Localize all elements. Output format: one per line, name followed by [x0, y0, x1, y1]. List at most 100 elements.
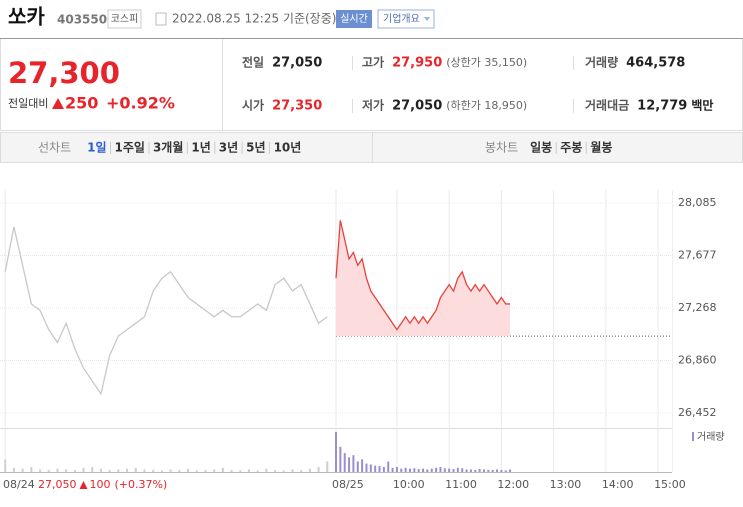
x-tick-label: 10:00 [393, 478, 425, 491]
volume-bar [339, 446, 342, 472]
period-tab[interactable]: 3개월 [153, 140, 183, 155]
stat-label: 거래량 [585, 55, 618, 70]
market: 코스피 [111, 13, 139, 25]
volume-bar [265, 468, 268, 472]
volume-bar [169, 469, 172, 472]
volume-bar [469, 469, 472, 472]
y-tick-label: 27,677 [678, 248, 717, 261]
volume-bar [187, 468, 190, 472]
volume-bar [274, 469, 277, 472]
x-tick-label: 08/24 [3, 478, 35, 491]
volume-bar [443, 468, 446, 472]
up-arrow [79, 481, 88, 489]
candle-tab[interactable]: 월봉 [590, 140, 612, 155]
volume-bar [413, 468, 416, 472]
candle-tab[interactable]: 일봉 [530, 141, 552, 155]
price: 27,300 [8, 56, 120, 90]
stat-label: 전일 [242, 55, 264, 70]
volume-bar [65, 469, 68, 472]
volume-bar [504, 470, 507, 472]
volume-bar [378, 466, 381, 472]
volume-bar [221, 467, 224, 472]
volume-bar [482, 469, 485, 472]
volume-bar [496, 469, 499, 472]
x-tick-label: 14:00 [602, 478, 634, 491]
volume-bar [422, 468, 425, 472]
volume-bar [465, 469, 468, 472]
volume-bar [247, 469, 250, 472]
volume-bar [395, 466, 398, 472]
volume-bar [430, 468, 433, 472]
volume-bar [21, 468, 24, 472]
volume-bar [230, 469, 233, 472]
stat-label: 저가 [362, 98, 384, 113]
legend-label: 거래량 [697, 431, 725, 443]
volume-bar [99, 468, 102, 472]
change-pct: +0.92% [106, 94, 175, 113]
tab-bar [0, 132, 743, 163]
clock-icon [155, 12, 167, 26]
market-badge [107, 9, 142, 29]
volume-bar [417, 469, 420, 472]
prev-pct: (+0.37%) [115, 478, 168, 491]
x-tick-label: 11:00 [445, 478, 477, 491]
volume-bar [435, 467, 438, 472]
volume-bar [204, 469, 207, 472]
volume-bar [300, 469, 303, 472]
realtime-badge[interactable] [336, 10, 372, 28]
period-tab[interactable]: 1일 [87, 141, 106, 155]
period-tab[interactable]: 1주일 [115, 141, 145, 155]
volume-bar [326, 461, 329, 472]
volume-bar [82, 467, 85, 472]
volume-bar [152, 469, 155, 472]
period-tab[interactable]: 10년 [274, 141, 302, 155]
volume-bar [91, 466, 94, 472]
volume-bar [56, 468, 59, 472]
realtime: 실시간 [340, 13, 368, 25]
stock-code: 403550 [57, 13, 107, 27]
volume-bar [361, 459, 364, 472]
stat-value: 27,050 [272, 56, 322, 71]
volume-bar [282, 470, 285, 472]
period-tab[interactable]: 1년 [191, 141, 210, 155]
volume-bar [117, 469, 120, 472]
volume-bar [291, 469, 294, 472]
y-tick-label: 26,860 [678, 353, 717, 366]
company-button[interactable] [377, 9, 435, 29]
volume-bar [448, 468, 451, 472]
volume-bar [387, 461, 390, 472]
x-tick-label: 13:00 [550, 478, 582, 491]
volume-bar [461, 468, 464, 472]
price-line [4, 226, 328, 396]
volume-bar [474, 469, 477, 472]
volume-bar [382, 466, 385, 472]
stat-label: 거래대금 [585, 98, 629, 113]
volume-bar [400, 468, 403, 472]
prev-change: 100 [90, 478, 111, 491]
stat-label: 고가 [362, 55, 384, 70]
period-tab[interactable]: 5년 [246, 141, 265, 155]
volume-bar [500, 469, 503, 472]
period-tab[interactable]: 3년 [219, 141, 238, 155]
stat-value: 27,050 [392, 99, 442, 114]
volume-bar [213, 469, 216, 472]
x-tick-label: 12:00 [497, 478, 529, 491]
volume-bar [369, 464, 372, 472]
volume-bar [343, 453, 346, 472]
volume-bar [39, 469, 42, 472]
stock-name: 쏘카 [8, 5, 45, 29]
volume-bar [108, 469, 111, 472]
volume-bar [356, 461, 359, 472]
volume-bar [12, 467, 15, 472]
tab-label: 봉차트 [485, 141, 518, 155]
stat-value: 27,950 [392, 56, 442, 71]
candle-tab[interactable]: 주봉 [560, 141, 582, 155]
volume-bar [256, 470, 259, 472]
volume-bar [452, 469, 455, 472]
stat-value: 27,350 [272, 99, 322, 114]
dropdown-arrow [424, 17, 430, 21]
y-tick-label: 26,452 [678, 406, 717, 419]
volume-bar [239, 470, 242, 472]
volume-bar [308, 468, 311, 472]
